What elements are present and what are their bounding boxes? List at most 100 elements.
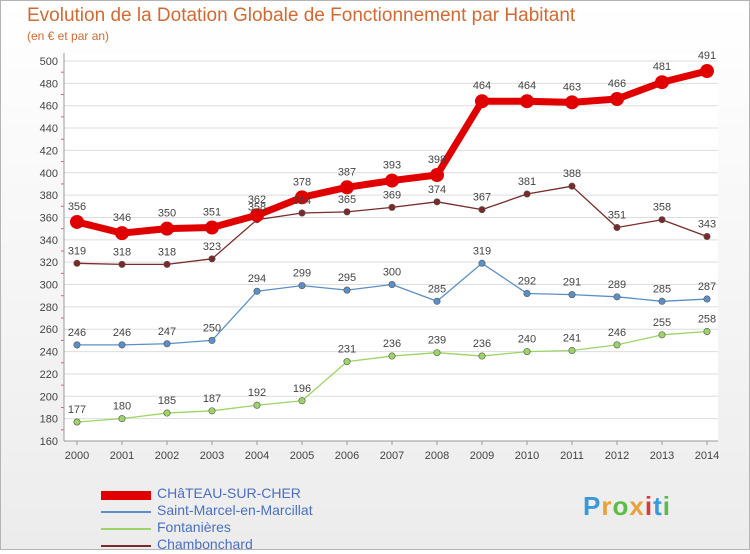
y-tick-label: 240 <box>40 347 58 359</box>
y-tick-label: 340 <box>40 235 58 247</box>
data-label: 351 <box>608 210 626 222</box>
y-tick-label: 480 <box>40 78 58 90</box>
x-tick-label: 2014 <box>695 450 719 462</box>
line-chart: 160 180 200 220 240 260 280 300 320 340 360 380 400 4… <box>40 50 720 462</box>
data-point <box>478 259 486 267</box>
data-point <box>478 206 486 214</box>
data-point <box>613 224 621 232</box>
data-point <box>115 226 129 241</box>
chart-title: Evolution de la Dotation Globale de Fonc… <box>27 5 576 26</box>
legend-label: CHâTEAU-SUR-CHER <box>157 485 301 501</box>
data-point <box>163 409 171 417</box>
data-label: 299 <box>293 268 311 280</box>
data-point <box>565 95 579 110</box>
data-point <box>208 407 216 415</box>
data-label: 365 <box>338 194 356 206</box>
data-label: 292 <box>518 275 536 287</box>
y-tick-label: 260 <box>40 324 58 336</box>
data-point <box>118 415 126 423</box>
data-label: 185 <box>158 395 176 407</box>
y-tick-label: 220 <box>40 369 58 381</box>
data-label: 236 <box>473 338 491 350</box>
data-point <box>703 295 711 303</box>
data-label: 180 <box>113 401 131 413</box>
data-label: 294 <box>248 273 266 285</box>
data-label: 362 <box>248 194 266 206</box>
data-label: 393 <box>383 160 401 172</box>
data-label: 240 <box>518 334 536 346</box>
data-label: 177 <box>68 404 86 416</box>
data-label: 481 <box>653 61 671 73</box>
legend-label: Chambonchard <box>157 536 253 552</box>
data-label: 187 <box>203 393 221 405</box>
data-point <box>658 331 666 339</box>
x-tick-label: 2013 <box>650 450 674 462</box>
data-point <box>520 94 534 109</box>
data-label: 466 <box>608 78 626 90</box>
data-label: 388 <box>563 168 581 180</box>
data-point <box>610 92 624 106</box>
data-label: 374 <box>428 184 446 196</box>
data-point <box>250 208 264 223</box>
data-label: 247 <box>158 326 176 338</box>
x-tick-label: 2011 <box>560 450 584 462</box>
data-point <box>73 418 81 426</box>
data-point <box>433 297 441 305</box>
y-tick-label: 400 <box>40 168 58 180</box>
data-point <box>430 168 444 182</box>
logo-letter: P <box>583 491 602 521</box>
data-label: 318 <box>158 246 176 258</box>
y-tick-label: 180 <box>40 414 58 426</box>
data-point <box>343 358 351 366</box>
legend-label: Fontanières <box>157 519 231 535</box>
data-point <box>700 64 714 79</box>
data-point <box>163 340 171 348</box>
y-tick-label: 380 <box>40 190 58 202</box>
logo-letter: r <box>601 491 613 521</box>
plot-area <box>64 53 718 441</box>
y-tick-label: 460 <box>40 101 58 113</box>
data-point <box>73 341 81 349</box>
data-point <box>433 349 441 357</box>
y-tick-label: 320 <box>40 257 58 269</box>
data-point <box>658 297 666 305</box>
data-point <box>523 289 531 297</box>
data-point <box>523 190 531 198</box>
data-point <box>568 291 576 299</box>
data-point <box>253 287 261 295</box>
x-tick-label: 2012 <box>605 450 629 462</box>
logo-letter: i <box>662 491 671 521</box>
data-label: 387 <box>338 166 356 178</box>
legend-label: Saint-Marcel-en-Marcillat <box>157 502 313 518</box>
data-point <box>298 209 306 217</box>
data-label: 398 <box>428 154 446 166</box>
data-label: 356 <box>68 201 86 213</box>
data-point <box>253 401 261 409</box>
data-label: 287 <box>698 281 716 293</box>
data-point <box>703 232 711 240</box>
data-label: 295 <box>338 272 356 284</box>
chart-subtitle: (en € et par an) <box>27 29 110 43</box>
data-label: 343 <box>698 218 716 230</box>
data-point <box>388 281 396 289</box>
data-point <box>568 182 576 190</box>
data-label: 319 <box>473 245 491 257</box>
data-label: 463 <box>563 81 581 93</box>
data-point <box>433 198 441 206</box>
data-label: 358 <box>653 202 671 214</box>
data-point <box>568 346 576 354</box>
data-label: 300 <box>383 267 401 279</box>
data-label: 491 <box>698 50 716 62</box>
legend-swatch <box>101 490 151 500</box>
data-label: 318 <box>113 246 131 258</box>
data-label: 378 <box>293 176 311 188</box>
x-tick-label: 2008 <box>425 450 449 462</box>
data-point <box>388 352 396 360</box>
data-label: 255 <box>653 317 671 329</box>
data-label: 351 <box>203 207 221 219</box>
y-tick-label: 440 <box>40 123 58 135</box>
data-point <box>658 216 666 224</box>
data-label: 364 <box>293 195 311 207</box>
data-label: 346 <box>113 212 131 224</box>
data-label: 358 <box>248 202 266 214</box>
